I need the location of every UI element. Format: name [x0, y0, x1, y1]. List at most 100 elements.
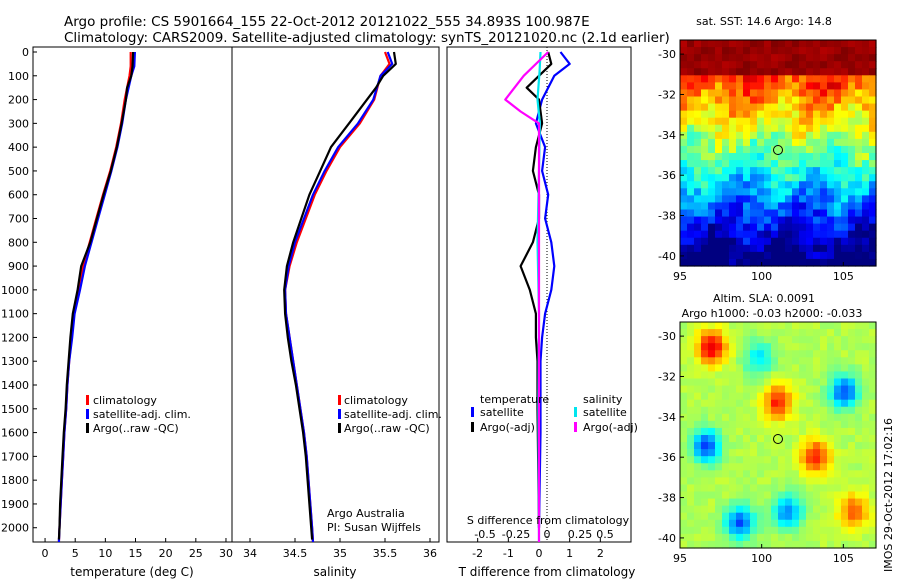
sla-cell [680, 491, 688, 500]
sla-cell [729, 371, 737, 380]
sla-cell [771, 427, 779, 436]
sla-cell [750, 498, 758, 507]
sla-cell [827, 420, 835, 429]
sla-cell [848, 449, 856, 457]
sla-cell [743, 371, 751, 380]
header-line-1: Argo profile: CS 5901664_155 22-Oct-2012… [64, 14, 590, 30]
sla-cell [764, 519, 772, 528]
sla-cell [792, 413, 800, 422]
sst-cell [750, 89, 758, 98]
sst-cell [722, 209, 730, 218]
sla-cell [785, 442, 793, 450]
sst-cell [827, 96, 835, 105]
sla-cell [813, 519, 821, 528]
sla-cell [785, 540, 793, 549]
sla-cell [848, 491, 856, 500]
sla-cell [757, 463, 765, 471]
sla-cell [708, 371, 716, 380]
sst-cell [820, 209, 828, 218]
sla-cell [862, 329, 870, 337]
sla-cell [778, 512, 786, 521]
sst-cell [792, 160, 800, 168]
sla-cell [820, 512, 828, 521]
sla-cell [869, 498, 877, 507]
sla-cell [757, 378, 765, 387]
sla-cell [848, 470, 856, 478]
sst-cell [862, 82, 870, 91]
sst-cell [785, 209, 793, 218]
sla-cell [757, 406, 765, 415]
sla-cell [806, 526, 814, 535]
sla-cell [715, 449, 723, 457]
sst-cell [834, 251, 842, 260]
sla-cell [813, 456, 821, 464]
sla-cell [806, 512, 814, 521]
sla-cell [778, 329, 786, 337]
sst-cell [736, 167, 744, 175]
sla-cell [680, 364, 688, 373]
sst-cell [820, 89, 828, 98]
sst-cell [813, 117, 821, 126]
sla-cell [806, 350, 814, 358]
sla-cell [708, 533, 716, 542]
sst-cell [827, 103, 835, 112]
sla-cell [862, 371, 870, 380]
sla-cell [729, 413, 737, 422]
sst-cell [841, 138, 849, 147]
sst-cell [862, 145, 870, 154]
sst-cell [792, 54, 800, 62]
sla-cell [848, 463, 856, 471]
sla-cell [778, 350, 786, 358]
sla-cell [736, 371, 744, 380]
sst-cell [736, 40, 744, 48]
sst-cell [792, 124, 800, 133]
sla-cell [848, 329, 856, 337]
sst-cell [827, 54, 835, 62]
sst-cell [869, 195, 877, 204]
sst-cell [722, 82, 730, 91]
sla-cell [750, 413, 758, 422]
sla-cell [869, 399, 877, 408]
sst-cell [855, 89, 863, 98]
sla-cell [722, 449, 730, 457]
sla-cell [708, 378, 716, 387]
sla-cell [862, 392, 870, 401]
sst-cell [729, 47, 737, 55]
sst-cell [729, 96, 737, 105]
sla-cell [771, 456, 779, 464]
sla-cell [820, 491, 828, 500]
sst-cell [757, 244, 765, 253]
sla-cell [792, 470, 800, 478]
sst-cell [771, 145, 779, 154]
sst-cell [869, 153, 877, 161]
sla-cell [862, 336, 870, 344]
sla-cell [862, 463, 870, 471]
sst-cell [715, 110, 723, 119]
sla-cell [743, 498, 751, 507]
sla-cell [827, 449, 835, 457]
sla-cell [708, 336, 716, 344]
sla-cell [680, 463, 688, 471]
sst-cell [806, 174, 814, 182]
legend-swatch-argo [86, 423, 89, 433]
sla-cell [785, 477, 793, 486]
sla-cell [778, 540, 786, 549]
sst-cell [715, 145, 723, 154]
sla-cell [792, 420, 800, 429]
sla-cell [785, 505, 793, 514]
sla-cell [855, 427, 863, 436]
sla-cell [869, 519, 877, 528]
sst-cell [806, 258, 814, 267]
sla-cell [764, 526, 772, 535]
sst-cell [813, 124, 821, 133]
sst-cell [729, 216, 737, 225]
sla-cell [855, 435, 863, 443]
sst-cell [743, 89, 751, 98]
sla-cell [827, 477, 835, 486]
sst-cell [757, 96, 765, 105]
sst-cell [806, 47, 814, 55]
x-tick-label: 20 [159, 547, 173, 560]
sst-cell [834, 174, 842, 182]
sst-cell [701, 96, 709, 105]
sst-cell [764, 138, 772, 147]
